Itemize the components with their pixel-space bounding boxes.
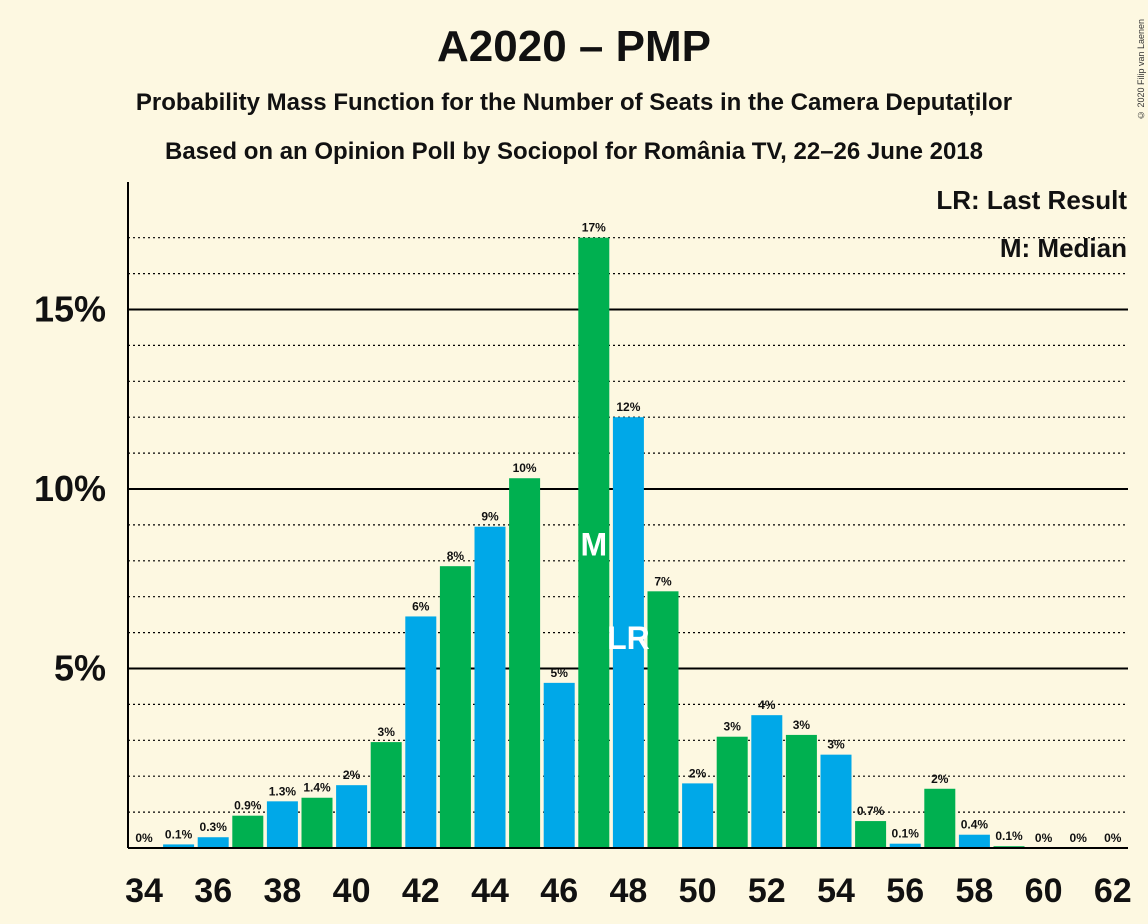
x-tick-label: 48 xyxy=(609,872,647,910)
bar-seat-53 xyxy=(785,734,817,848)
bar-seat-38 xyxy=(266,801,298,848)
bar-value-label: 10% xyxy=(513,461,537,475)
bar-seat-55 xyxy=(855,821,887,848)
bar-value-label: 0.1% xyxy=(165,827,193,841)
x-tick-label: 54 xyxy=(817,872,855,910)
bar-seat-43 xyxy=(439,566,471,848)
bar-seat-40 xyxy=(336,785,368,848)
bar-value-label: 5% xyxy=(551,666,569,680)
x-tick-label: 62 xyxy=(1094,872,1132,910)
bar-value-label: 3% xyxy=(724,720,742,734)
x-tick-label: 40 xyxy=(333,872,371,910)
bar-seat-54 xyxy=(820,754,852,848)
bar-seat-41 xyxy=(370,742,402,848)
bar-value-label: 2% xyxy=(689,766,707,780)
y-tick-label: 10% xyxy=(34,468,106,509)
bar-value-label: 0.4% xyxy=(961,818,989,832)
bar-seat-39 xyxy=(301,797,333,848)
bar-seat-36 xyxy=(197,837,229,848)
bar-seat-52 xyxy=(751,715,783,848)
x-tick-label: 34 xyxy=(125,872,163,910)
bar-seat-42 xyxy=(405,616,437,848)
bar-seat-35 xyxy=(163,844,195,848)
x-tick-label: 46 xyxy=(540,872,578,910)
x-tick-label: 60 xyxy=(1025,872,1063,910)
bar-value-label: 1.3% xyxy=(269,784,297,798)
chart-source-subtitle: Based on an Opinion Poll by Sociopol for… xyxy=(165,138,983,165)
x-tick-label: 58 xyxy=(955,872,993,910)
bar-seat-58 xyxy=(958,834,990,848)
bar-seat-57 xyxy=(924,788,956,848)
bar-value-label: 9% xyxy=(481,510,499,524)
chart-title: A2020 – PMP xyxy=(437,22,711,71)
last-result-marker: LR xyxy=(607,620,650,656)
bar-value-label: 3% xyxy=(378,725,396,739)
y-tick-label: 15% xyxy=(34,289,106,330)
x-tick-label: 42 xyxy=(402,872,440,910)
bar-value-label: 0% xyxy=(135,831,153,845)
bar-seat-46 xyxy=(543,682,575,848)
bar-value-label: 0% xyxy=(1070,831,1088,845)
bar-value-label: 0.1% xyxy=(995,829,1023,843)
bar-value-label: 0% xyxy=(1035,831,1053,845)
bar-seat-51 xyxy=(716,736,748,848)
bars: 0% 0.1% 0.3% 0.9% 1.3% 1.4% 2% 3% 6% 8% 9% 10% 5% 17%… xyxy=(135,221,1122,848)
bar-value-label: 0.1% xyxy=(892,827,920,841)
x-tick-label: 56 xyxy=(886,872,924,910)
x-tick-label: 36 xyxy=(194,872,232,910)
bar-seat-44 xyxy=(474,526,506,848)
bar-value-label: 8% xyxy=(447,549,465,563)
chart-subtitle: Probability Mass Function for the Number… xyxy=(135,89,1013,116)
axes: 5% 10% 15% 34 36 38 40 42 44 46 48 50 52 54 56 58 60 62 xyxy=(34,182,1132,910)
bar-value-label: 2% xyxy=(931,772,949,786)
x-tick-label: 52 xyxy=(748,872,786,910)
x-tick-label: 44 xyxy=(471,872,509,910)
bar-seat-50 xyxy=(682,783,714,848)
bar-seat-47 xyxy=(578,237,610,848)
x-tick-label: 50 xyxy=(679,872,717,910)
legend: LR: Last Result M: Median xyxy=(936,185,1127,263)
bar-value-label: 0.9% xyxy=(234,799,262,813)
bar-value-label: 1.4% xyxy=(303,781,331,795)
bar-value-label: 12% xyxy=(616,400,640,414)
bar-value-label: 0.3% xyxy=(200,820,228,834)
legend-median: M: Median xyxy=(1000,233,1127,263)
y-tick-label: 5% xyxy=(54,648,106,689)
bar-value-label: 6% xyxy=(412,599,430,613)
bar-seat-48 xyxy=(612,417,644,848)
bar-value-label: 0.7% xyxy=(857,804,885,818)
bar-seat-37 xyxy=(232,815,264,848)
bar-value-label: 3% xyxy=(793,718,811,732)
median-marker: M xyxy=(580,527,607,563)
bar-seat-45 xyxy=(509,478,541,848)
legend-last-result: LR: Last Result xyxy=(936,185,1127,215)
bar-seat-56 xyxy=(889,843,921,848)
bar-seat-49 xyxy=(647,591,679,848)
bar-value-label: 2% xyxy=(343,768,361,782)
bar-value-label: 0% xyxy=(1104,831,1122,845)
x-tick-label: 38 xyxy=(263,872,301,910)
bar-value-label: 7% xyxy=(654,574,672,588)
bar-value-label: 3% xyxy=(827,738,845,752)
bar-value-label: 4% xyxy=(758,698,776,712)
bar-value-label: 17% xyxy=(582,221,606,235)
